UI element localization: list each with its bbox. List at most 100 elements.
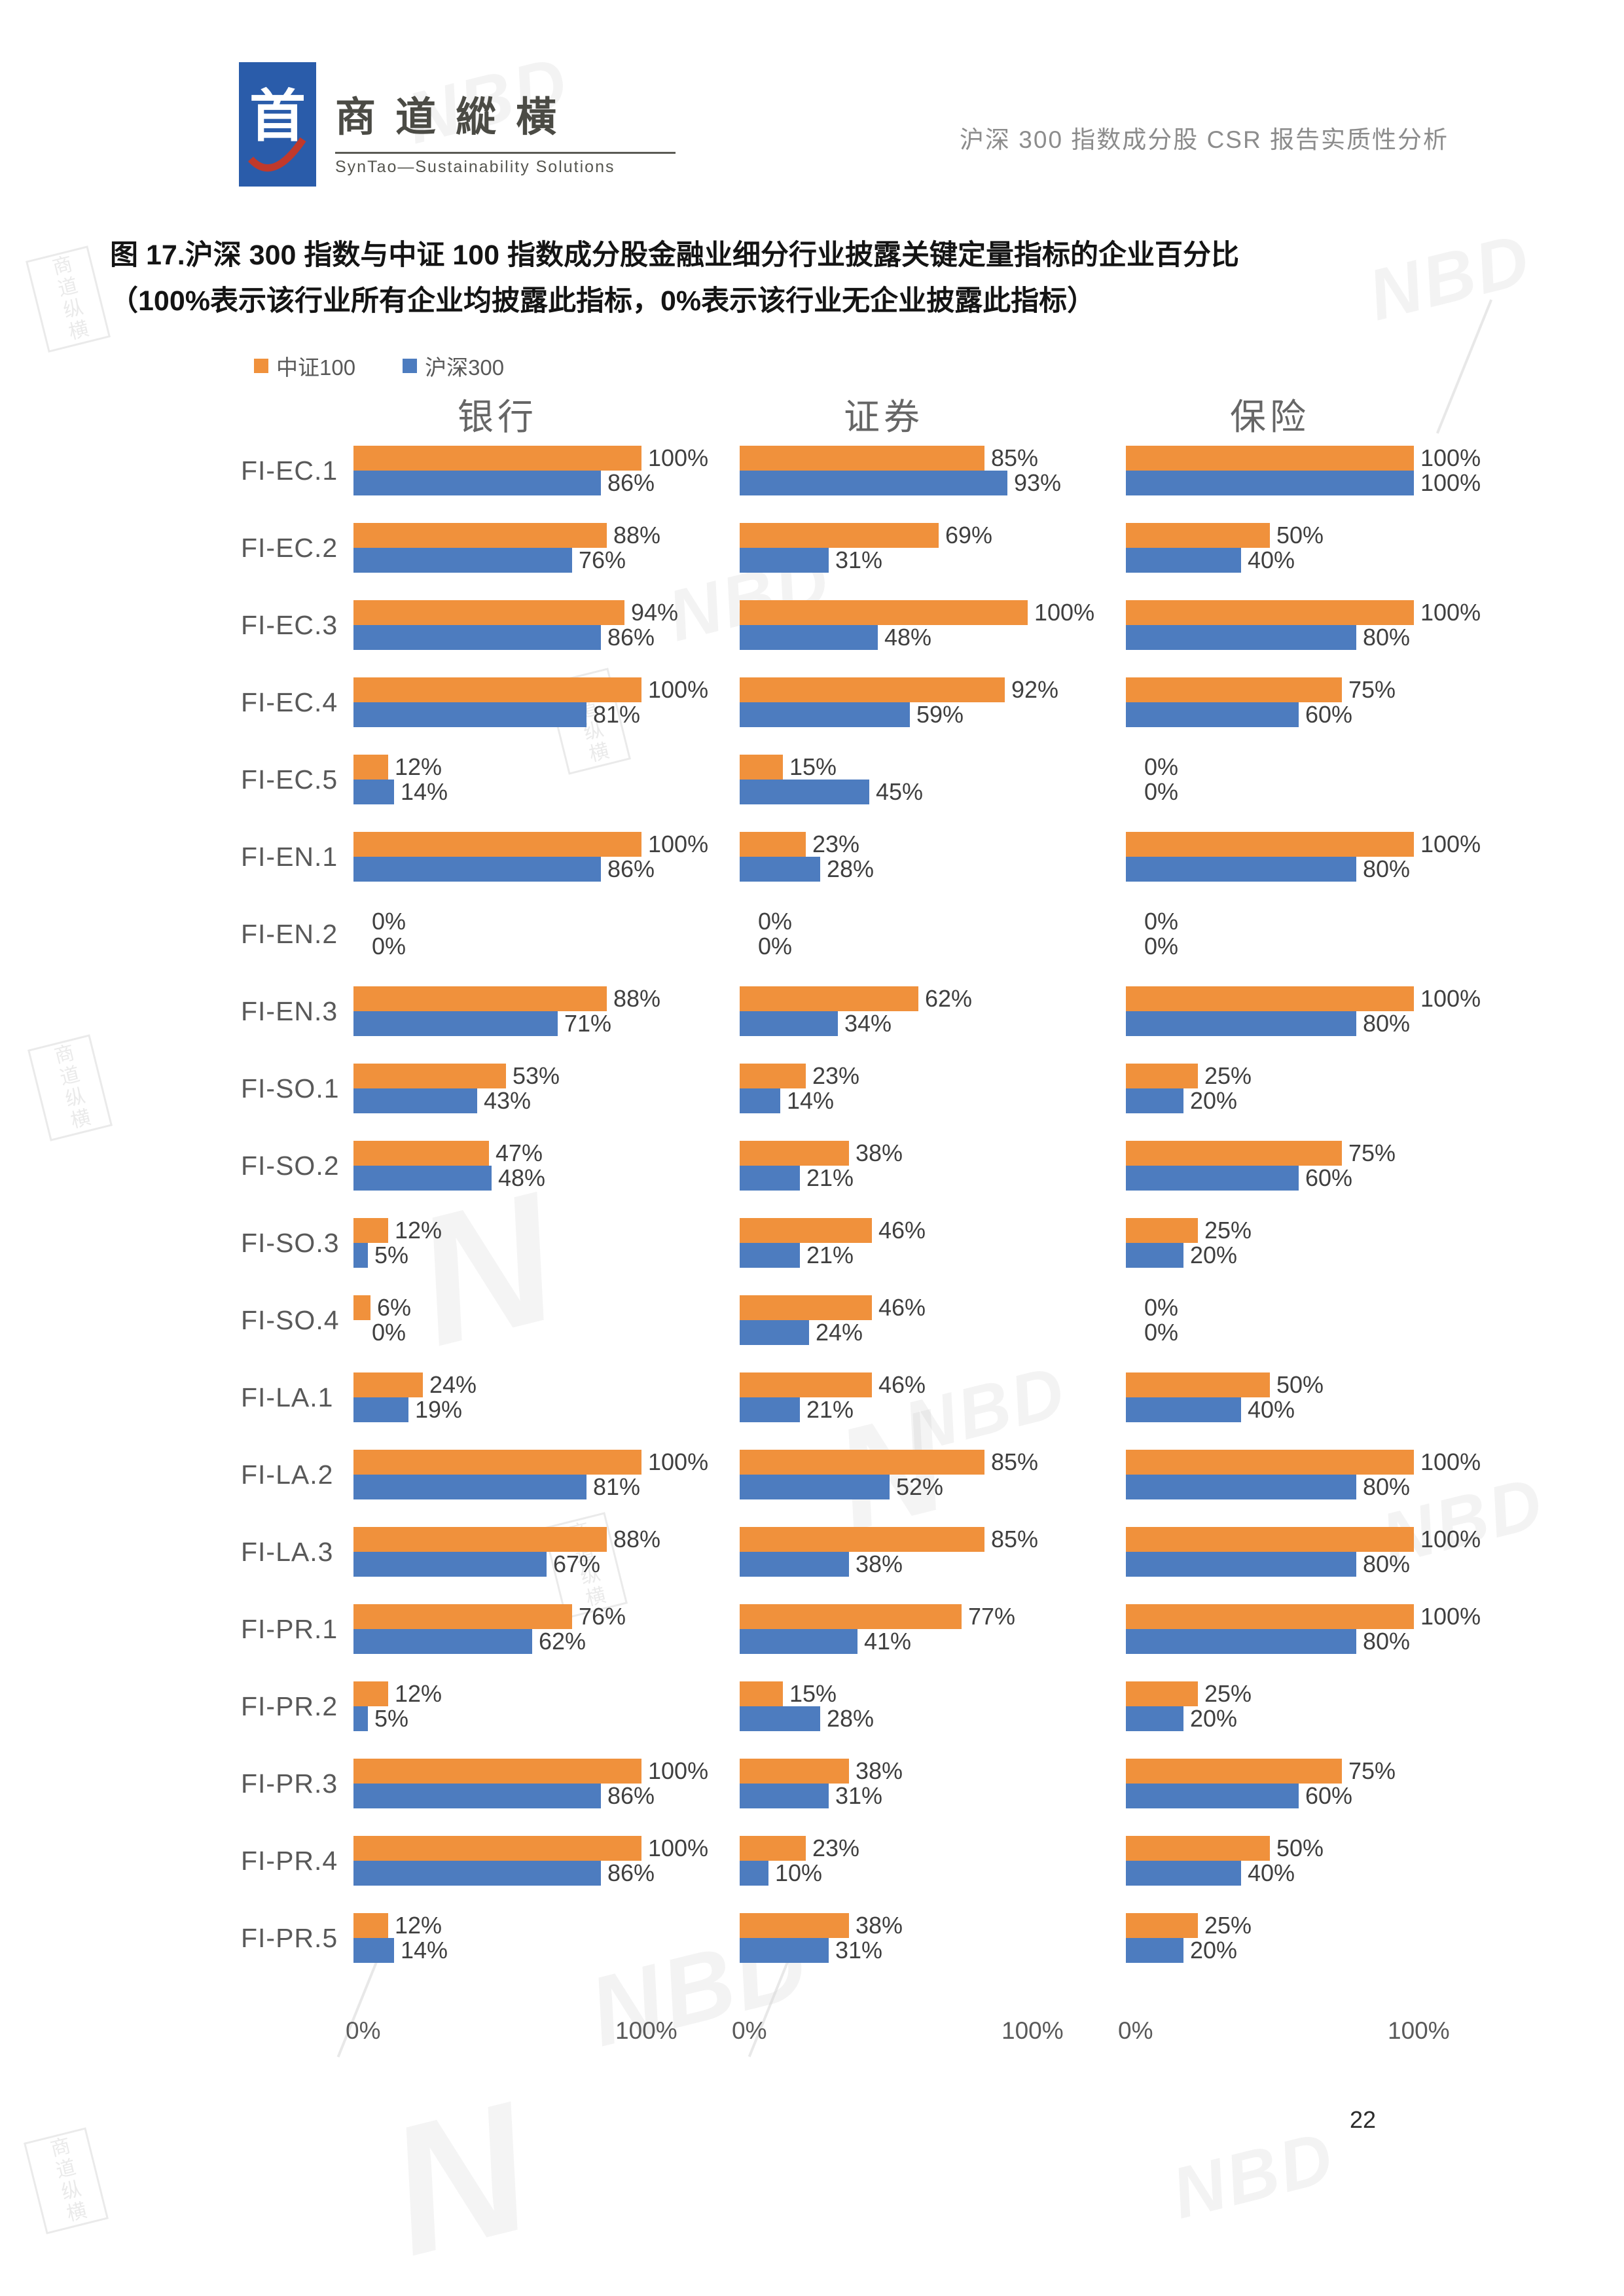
zhongzheng100-bar — [1126, 986, 1414, 1011]
bar-value-label: 88% — [613, 522, 661, 548]
bar-line: 50% — [1126, 1371, 1512, 1398]
bar-value-label: 48% — [498, 1164, 546, 1191]
bar-value-label: 38% — [856, 1139, 903, 1166]
bar-value-label: 20% — [1190, 1705, 1238, 1732]
bar-line: 23% — [740, 1062, 1126, 1089]
bar-line: 80% — [1126, 1010, 1512, 1037]
bar-line: 12% — [353, 1912, 740, 1939]
bar-line: 80% — [1126, 855, 1512, 882]
bar-line: 0% — [740, 908, 1126, 935]
legend-label: 中证100 — [276, 355, 356, 380]
bar-value-label: 0% — [1144, 933, 1179, 960]
zhongzheng100-bar — [740, 755, 783, 780]
bar-value-label: 23% — [812, 831, 860, 857]
bar-line: 88% — [353, 1526, 740, 1552]
category-label: FI-PR.2 — [241, 1691, 338, 1721]
bar-group-sec: 77% 41% — [740, 1603, 1126, 1655]
zhongzheng100-bar — [740, 523, 939, 548]
bar-value-label: 38% — [856, 1912, 903, 1939]
bar-value-label: 75% — [1348, 676, 1396, 703]
zhongzheng100-bar — [353, 1604, 572, 1629]
bar-value-label: 23% — [812, 1062, 860, 1089]
bar-group-ins: 100% 80% — [1126, 1448, 1512, 1500]
bar-line: 0% — [1126, 1294, 1512, 1321]
bar-value-label: 100% — [648, 1835, 709, 1861]
zhongzheng100-bar — [353, 446, 641, 471]
chart-row: FI-EC.4 100% 81% 92% 59% 75% 60% — [105, 664, 1512, 741]
bar-value-label: 0% — [1144, 753, 1179, 780]
zhongzheng100-bar — [353, 523, 607, 548]
x-axis-insurance: 0% 100% — [1118, 2017, 1512, 2056]
hushen300-bar — [353, 1088, 477, 1113]
figure-title-line1: 图 17.沪深 300 指数与中证 100 指数成分股金融业细分行业披露关键定量… — [110, 240, 1239, 271]
bar-value-label: 75% — [1348, 1757, 1396, 1784]
x-axis-bank: 0% 100% — [346, 2017, 740, 2056]
hushen300-bar — [740, 702, 910, 727]
zhongzheng100-bar — [353, 1218, 388, 1243]
bar-line: 14% — [740, 1087, 1126, 1114]
zhongzheng100-bar — [353, 1141, 489, 1166]
zhongzheng100-bar — [740, 1372, 872, 1397]
bar-group-ins: 50% 40% — [1126, 1835, 1512, 1886]
bar-line: 86% — [353, 624, 740, 651]
hushen300-bar — [353, 1706, 368, 1731]
zhongzheng100-bar — [740, 1527, 984, 1552]
column-header-insurance: 保险 — [1229, 397, 1310, 437]
hushen300-bar — [1126, 1938, 1183, 1963]
x-axis-securities: 0% 100% — [732, 2017, 1126, 2056]
bar-value-label: 28% — [827, 1705, 875, 1732]
bar-value-label: 21% — [806, 1164, 854, 1191]
bar-value-label: 100% — [1420, 599, 1481, 626]
bar-value-label: 46% — [878, 1371, 926, 1398]
bar-group-sec: 15% 28% — [740, 1680, 1126, 1732]
hushen300-bar — [1126, 471, 1414, 495]
bar-group-ins: 100% 80% — [1126, 1603, 1512, 1655]
bar-group-sec: 46% 24% — [740, 1294, 1126, 1346]
bar-line: 46% — [740, 1217, 1126, 1244]
zhongzheng100-bar — [1126, 1218, 1198, 1243]
hushen300-bar — [353, 1011, 558, 1036]
bar-line: 59% — [740, 701, 1126, 728]
bar-value-label: 100% — [648, 676, 709, 703]
column-header-securities: 证券 — [843, 397, 924, 437]
bar-group-bank: 88% 76% — [353, 522, 740, 573]
bar-line: 5% — [353, 1242, 740, 1268]
category-label: FI-EC.2 — [241, 532, 338, 563]
bar-line: 93% — [740, 469, 1126, 496]
logo-divider — [335, 152, 676, 154]
bar-value-label: 0% — [758, 908, 793, 935]
bar-group-bank: 100% 81% — [353, 676, 740, 728]
bar-value-label: 14% — [401, 1937, 448, 1964]
category-label: FI-PR.3 — [241, 1768, 338, 1799]
bar-line: 40% — [1126, 547, 1512, 573]
bar-group-ins: 100% 80% — [1126, 1526, 1512, 1577]
bar-value-label: 100% — [648, 1448, 709, 1475]
bar-group-sec: 15% 45% — [740, 753, 1126, 805]
x-axis-row: 0% 100% 0% 100% 0% 100% — [105, 2017, 1512, 2056]
bar-line: 100% — [353, 1757, 740, 1784]
hushen300-bar — [740, 780, 869, 804]
hushen300-bar — [740, 857, 820, 882]
watermark-nbd: NBD — [1164, 2116, 1343, 2234]
bar-group-bank: 12% 14% — [353, 753, 740, 805]
chart-row: FI-EN.1 100% 86% 23% 28% 100% 80% — [105, 818, 1512, 895]
bar-value-label: 86% — [607, 855, 655, 882]
bar-line: 0% — [1126, 753, 1512, 780]
bar-line: 28% — [740, 855, 1126, 882]
bar-line: 85% — [740, 1526, 1126, 1552]
bar-line: 23% — [740, 1835, 1126, 1861]
bar-line: 75% — [1126, 676, 1512, 703]
bar-value-label: 50% — [1276, 1835, 1324, 1861]
bar-group-bank: 0% 0% — [353, 908, 740, 960]
hushen300-bar — [740, 548, 829, 573]
bar-line: 67% — [353, 1551, 740, 1577]
bar-value-label: 62% — [539, 1628, 586, 1655]
bar-value-label: 80% — [1363, 624, 1411, 651]
bar-group-bank: 100% 86% — [353, 1757, 740, 1809]
bar-value-label: 40% — [1248, 1859, 1295, 1886]
hushen300-bar — [1126, 548, 1241, 573]
zhongzheng100-bar — [353, 755, 388, 780]
syntao-logo-icon: 首 — [239, 62, 316, 187]
bar-line: 100% — [1126, 1448, 1512, 1475]
hushen300-bar — [1126, 857, 1356, 882]
